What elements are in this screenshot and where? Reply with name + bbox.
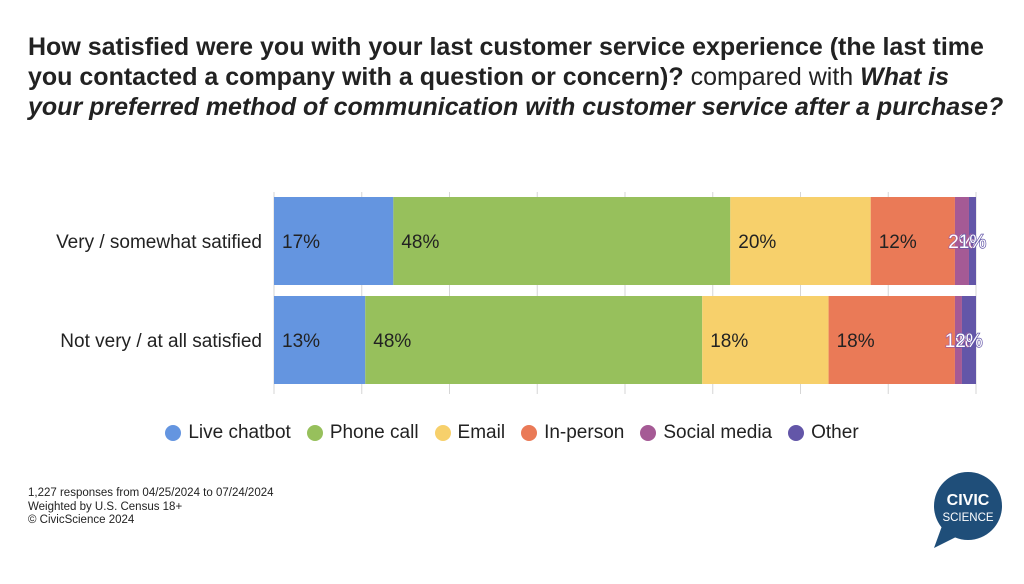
legend-label: Other [811,422,859,443]
legend-label: Live chatbot [188,422,291,443]
legend-item: Social media [640,422,772,444]
bar-segment [274,296,366,384]
data-label: 12% [879,232,917,253]
legend-swatch [521,425,538,441]
bar-segment [828,296,955,384]
bar-segment [870,197,955,285]
title-connector: compared with [690,63,854,91]
legend-swatch [640,425,657,441]
logo-text-civic: CIVIC [947,492,990,509]
title-question-1: How satisfied were you with your last cu… [28,33,984,91]
legend-item: Live chatbot [165,422,291,444]
bar-segment [954,296,962,384]
data-label: 48% [373,331,411,352]
data-label: 1% [959,232,987,253]
legend-swatch [788,425,805,441]
footer-copyright: © CivicScience 2024 [28,514,135,526]
bar-segment [702,296,829,384]
footer-notes: 1,227 responses from 04/25/2024 to 07/24… [28,487,274,528]
bar-segment [968,197,976,285]
legend-label: Email [457,422,506,443]
chart-bars [274,197,976,384]
data-label: 17% [282,232,320,253]
legend-item: In-person [521,422,624,444]
legend-item: Phone call [306,422,419,444]
category-label: Very / somewhat satified [56,232,262,253]
legend-label: Social media [663,422,773,443]
data-label: 2% [955,331,983,352]
bar-segment [274,197,394,285]
bar-segment [730,197,871,285]
chart-title: How satisfied were you with your last cu… [28,32,1008,122]
legend-label: Phone call [329,422,419,443]
civicscience-logo: CIVIC SCIENCE [934,472,1002,548]
bar-segment [393,197,731,285]
footer-responses: 1,227 responses from 04/25/2024 to 07/24… [28,487,274,499]
data-label: 48% [401,232,439,253]
bar-segment [961,296,976,384]
data-label: 18% [710,331,748,352]
bar-segment [365,296,703,384]
legend-label: In-person [544,422,625,443]
chart-legend: Live chatbot Phone call Email In-person Soci… [0,422,1024,444]
legend-swatch [434,425,451,441]
data-label: 13% [282,331,320,352]
data-label: 20% [738,232,776,253]
data-label: 1% [945,331,973,352]
footer-weighting: Weighted by U.S. Census 18+ [28,500,183,513]
category-label: Not very / at all satisfied [60,331,262,352]
data-label: 2% [948,232,976,253]
bar-segment [954,197,969,285]
stacked-bar-chart: Very / somewhat satified Not very / at al… [56,192,987,394]
data-labels: 17% 48% 20% 12% 2%1%13% 48% 18% 18% 1%2% [282,231,987,352]
legend-item: Email [434,422,506,444]
title-question-2: What is your preferred method of communi… [28,63,1004,121]
category-labels: Very / somewhat satified Not very / at al… [56,232,262,352]
legend-swatch [306,425,323,441]
logo-text-science: SCIENCE [942,512,993,524]
legend-swatch [165,425,182,441]
data-label: 18% [837,331,875,352]
legend-item: Other [788,422,859,444]
